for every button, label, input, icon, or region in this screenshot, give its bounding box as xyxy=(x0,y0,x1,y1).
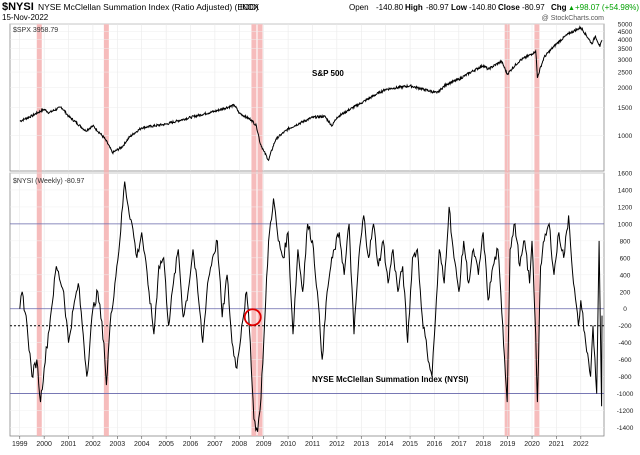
axis-ticks: 1999 2000 2001 2002 2003 2004 2005 2006 2007 2008… xyxy=(12,22,634,449)
highlight-bands xyxy=(36,24,540,436)
low-value: -140.80 xyxy=(469,3,497,12)
nysi-tick-label-1200: 1200 xyxy=(618,204,633,211)
x-tick-label-2022: 2022 xyxy=(573,441,589,448)
x-tick-label-2002: 2002 xyxy=(85,441,101,448)
red-circle-annotation xyxy=(243,308,262,327)
x-tick-label-2007: 2007 xyxy=(207,441,223,448)
spx-tick-label-1500: 1500 xyxy=(618,105,633,112)
nysi-tick-label-0: 0 xyxy=(623,306,627,313)
x-tick-label-2014: 2014 xyxy=(378,441,394,448)
spx-tick-label-3500: 3500 xyxy=(618,46,633,53)
x-tick-label-2021: 2021 xyxy=(549,441,565,448)
chg-value: +98.07 (+54.98%) xyxy=(575,3,639,12)
chg-label: Chg xyxy=(551,3,567,12)
x-tick-label-2015: 2015 xyxy=(402,441,418,448)
nysi-panel-frame xyxy=(9,172,605,437)
spx-tick-label-3000: 3000 xyxy=(618,57,633,64)
spx-legend-label: $SPX 3958.79 xyxy=(13,27,58,34)
spx-tick-label-2500: 2500 xyxy=(618,70,633,77)
highlight-band-2 xyxy=(251,24,257,436)
nysi-tick-label--1400: -1400 xyxy=(617,425,634,432)
high-value: -80.97 xyxy=(426,3,449,12)
spx-series-line xyxy=(19,25,603,162)
x-tick-label-2012: 2012 xyxy=(329,441,345,448)
spx-panel-label: S&P 500 xyxy=(312,69,344,78)
x-tick-label-2017: 2017 xyxy=(451,441,467,448)
nysi-tick-label--200: -200 xyxy=(618,323,631,330)
nysi-tick-label-1400: 1400 xyxy=(618,187,633,194)
x-tick-label-2005: 2005 xyxy=(158,441,174,448)
nysi-tick-label--800: -800 xyxy=(618,374,631,381)
nysi-tick-label--1200: -1200 xyxy=(617,408,634,415)
nysi-tick-label-200: 200 xyxy=(620,289,631,296)
spx-tick-label-1000: 1000 xyxy=(618,133,633,140)
close-label: Close xyxy=(498,3,520,12)
highlight-band-3 xyxy=(257,24,263,436)
spx-tick-label-5000: 5000 xyxy=(618,22,633,29)
x-tick-label-2009: 2009 xyxy=(256,441,272,448)
low-label: Low xyxy=(451,3,468,12)
nysi-tick-label--400: -400 xyxy=(618,340,631,347)
spx-tick-label-2000: 2000 xyxy=(618,85,633,92)
x-tick-label-2020: 2020 xyxy=(524,441,540,448)
open-label: Open xyxy=(349,3,369,12)
highlight-band-4 xyxy=(504,24,510,436)
nysi-series-line xyxy=(19,181,603,432)
price-panel-frame xyxy=(9,23,605,172)
nysi-tick-label--600: -600 xyxy=(618,357,631,364)
highlight-band-5 xyxy=(534,24,540,436)
x-tick-label-2016: 2016 xyxy=(427,441,443,448)
nysi-tick-label-400: 400 xyxy=(620,272,631,279)
ohlc-readout: Open -140.80 High -80.97 Low -140.80 Clo… xyxy=(349,3,639,12)
close-value: -80.97 xyxy=(522,3,545,12)
stockcharts-watermark: @ StockCharts.com xyxy=(542,15,605,22)
nysi-panel-label: NYSE McClellan Summation Index (NYSI) xyxy=(312,375,469,384)
spx-tick-label-4500: 4500 xyxy=(618,29,633,36)
x-tick-label-2019: 2019 xyxy=(500,441,516,448)
exchange-label: INDX xyxy=(240,3,260,12)
chart-date: 15-Nov-2022 xyxy=(2,13,49,22)
x-tick-label-2013: 2013 xyxy=(353,441,369,448)
nysi-legend-label: $NYSI (Weekly) -80.97 xyxy=(13,178,85,185)
nysi-tick-label-1600: 1600 xyxy=(618,171,633,178)
x-tick-label-2010: 2010 xyxy=(280,441,296,448)
nysi-tick-label-800: 800 xyxy=(620,238,631,245)
x-tick-label-2001: 2001 xyxy=(61,441,77,448)
spx-tick-label-4000: 4000 xyxy=(618,37,633,44)
gridlines xyxy=(10,23,604,436)
chart-symbol: $NYSI xyxy=(2,1,34,13)
x-tick-label-2006: 2006 xyxy=(183,441,199,448)
nysi-tick-label-1000: 1000 xyxy=(618,221,633,228)
nysi-tick-label-600: 600 xyxy=(620,255,631,262)
x-tick-label-2011: 2011 xyxy=(305,441,320,448)
high-label: High xyxy=(405,3,423,12)
open-value: -140.80 xyxy=(376,3,404,12)
x-tick-label-2008: 2008 xyxy=(232,441,248,448)
highlight-band-0 xyxy=(36,24,42,436)
chg-up-arrow: ▲ xyxy=(568,5,575,12)
highlight-band-1 xyxy=(103,24,109,436)
x-tick-label-2018: 2018 xyxy=(475,441,491,448)
x-tick-label-2004: 2004 xyxy=(134,441,150,448)
series-lines xyxy=(19,25,603,432)
x-tick-label-2000: 2000 xyxy=(36,441,52,448)
nysi-tick-label--1000: -1000 xyxy=(617,391,634,398)
x-tick-label-1999: 1999 xyxy=(12,441,28,448)
chart-title: NYSE McClellan Summation Index (Ratio Ad… xyxy=(38,2,259,12)
x-tick-label-2003: 2003 xyxy=(110,441,126,448)
